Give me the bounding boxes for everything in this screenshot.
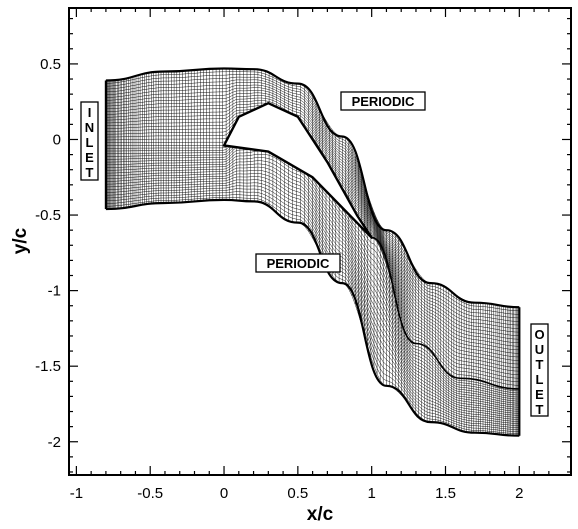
x-tick-labels: -1 -0.5 0 0.5 1 1.5 2 bbox=[70, 485, 524, 502]
wake-cut-line bbox=[371, 236, 520, 390]
y-tick-label: -1.5 bbox=[35, 358, 61, 375]
y-axis-title: y/c bbox=[10, 227, 31, 254]
upper-periodic-boundary bbox=[105, 67, 520, 309]
periodic-top-label: PERIODIC bbox=[340, 91, 426, 111]
y-tick-label: 0 bbox=[53, 131, 61, 148]
x-tick-label: 1.5 bbox=[435, 485, 456, 502]
x-tick-label: 1 bbox=[368, 485, 376, 502]
domain-boundaries bbox=[104, 67, 521, 437]
blade-profile bbox=[222, 102, 373, 239]
y-tick-label: -0.5 bbox=[35, 207, 61, 224]
y-tick-label: -2 bbox=[48, 434, 61, 451]
x-tick-label: -0.5 bbox=[137, 485, 163, 502]
x-tick-label: 0.5 bbox=[287, 485, 308, 502]
x-axis-title: x/c bbox=[307, 504, 334, 525]
axis-ticks bbox=[69, 8, 571, 475]
x-tick-label: 0 bbox=[220, 485, 228, 502]
periodic-top-text: PERIODIC bbox=[352, 94, 415, 109]
periodic-bottom-label: PERIODIC bbox=[255, 253, 341, 273]
y-tick-label: -1 bbox=[48, 283, 61, 300]
y-tick-label: 0.5 bbox=[40, 56, 61, 73]
periodic-bottom-text: PERIODIC bbox=[267, 256, 330, 271]
x-tick-label: -1 bbox=[70, 485, 83, 502]
y-tick-labels: 0.5 0 -0.5 -1 -1.5 -2 bbox=[35, 56, 61, 451]
plot-frame bbox=[68, 7, 572, 476]
x-tick-label: 2 bbox=[515, 485, 523, 502]
